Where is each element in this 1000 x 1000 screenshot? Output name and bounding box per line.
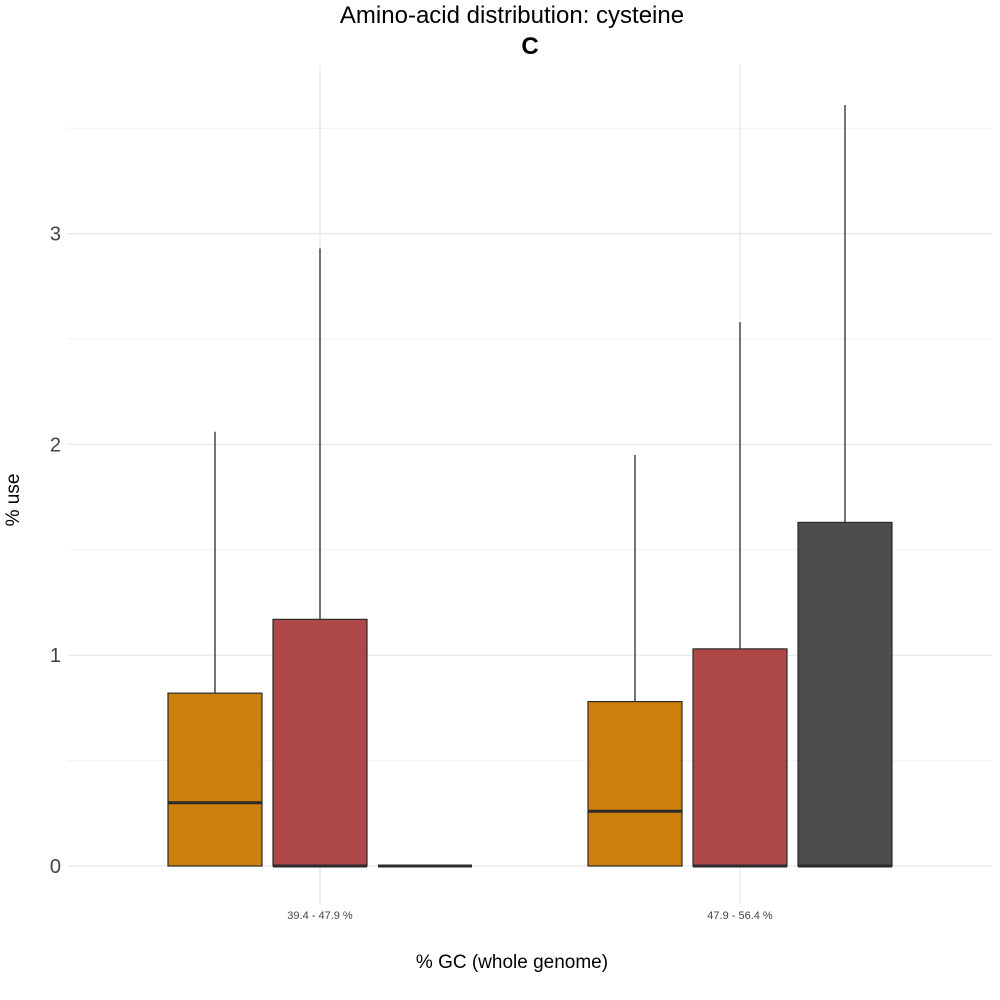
box-body — [167, 692, 263, 867]
box-series-1-group-2 — [587, 454, 683, 867]
box-series-1-group-1 — [167, 431, 263, 867]
y-tick-label: 2 — [50, 434, 61, 456]
y-axis-title: % use — [3, 474, 24, 527]
box-series-2-group-2 — [692, 322, 788, 868]
box-body — [692, 648, 788, 867]
x-tick-label: 47.9 - 56.4 % — [707, 910, 773, 922]
y-tick-labels: 0 1 2 3 — [50, 224, 61, 878]
box-series-3-group-2 — [797, 105, 893, 868]
y-tick-label: 3 — [50, 224, 61, 246]
x-axis-title: % GC (whole genome) — [416, 952, 608, 973]
chart-subtitle: C — [521, 33, 538, 60]
y-tick-label: 0 — [50, 856, 61, 878]
boxes — [167, 105, 893, 868]
box-body — [587, 700, 683, 867]
box-body — [797, 521, 893, 867]
x-tick-labels: 39.4 - 47.9 % 47.9 - 56.4 % — [287, 910, 773, 922]
chart-title: Amino-acid distribution: cysteine — [340, 2, 684, 29]
box-body — [272, 618, 368, 867]
x-tick-label: 39.4 - 47.9 % — [287, 910, 353, 922]
box-series-2-group-1 — [272, 248, 368, 868]
y-tick-label: 1 — [50, 645, 61, 667]
